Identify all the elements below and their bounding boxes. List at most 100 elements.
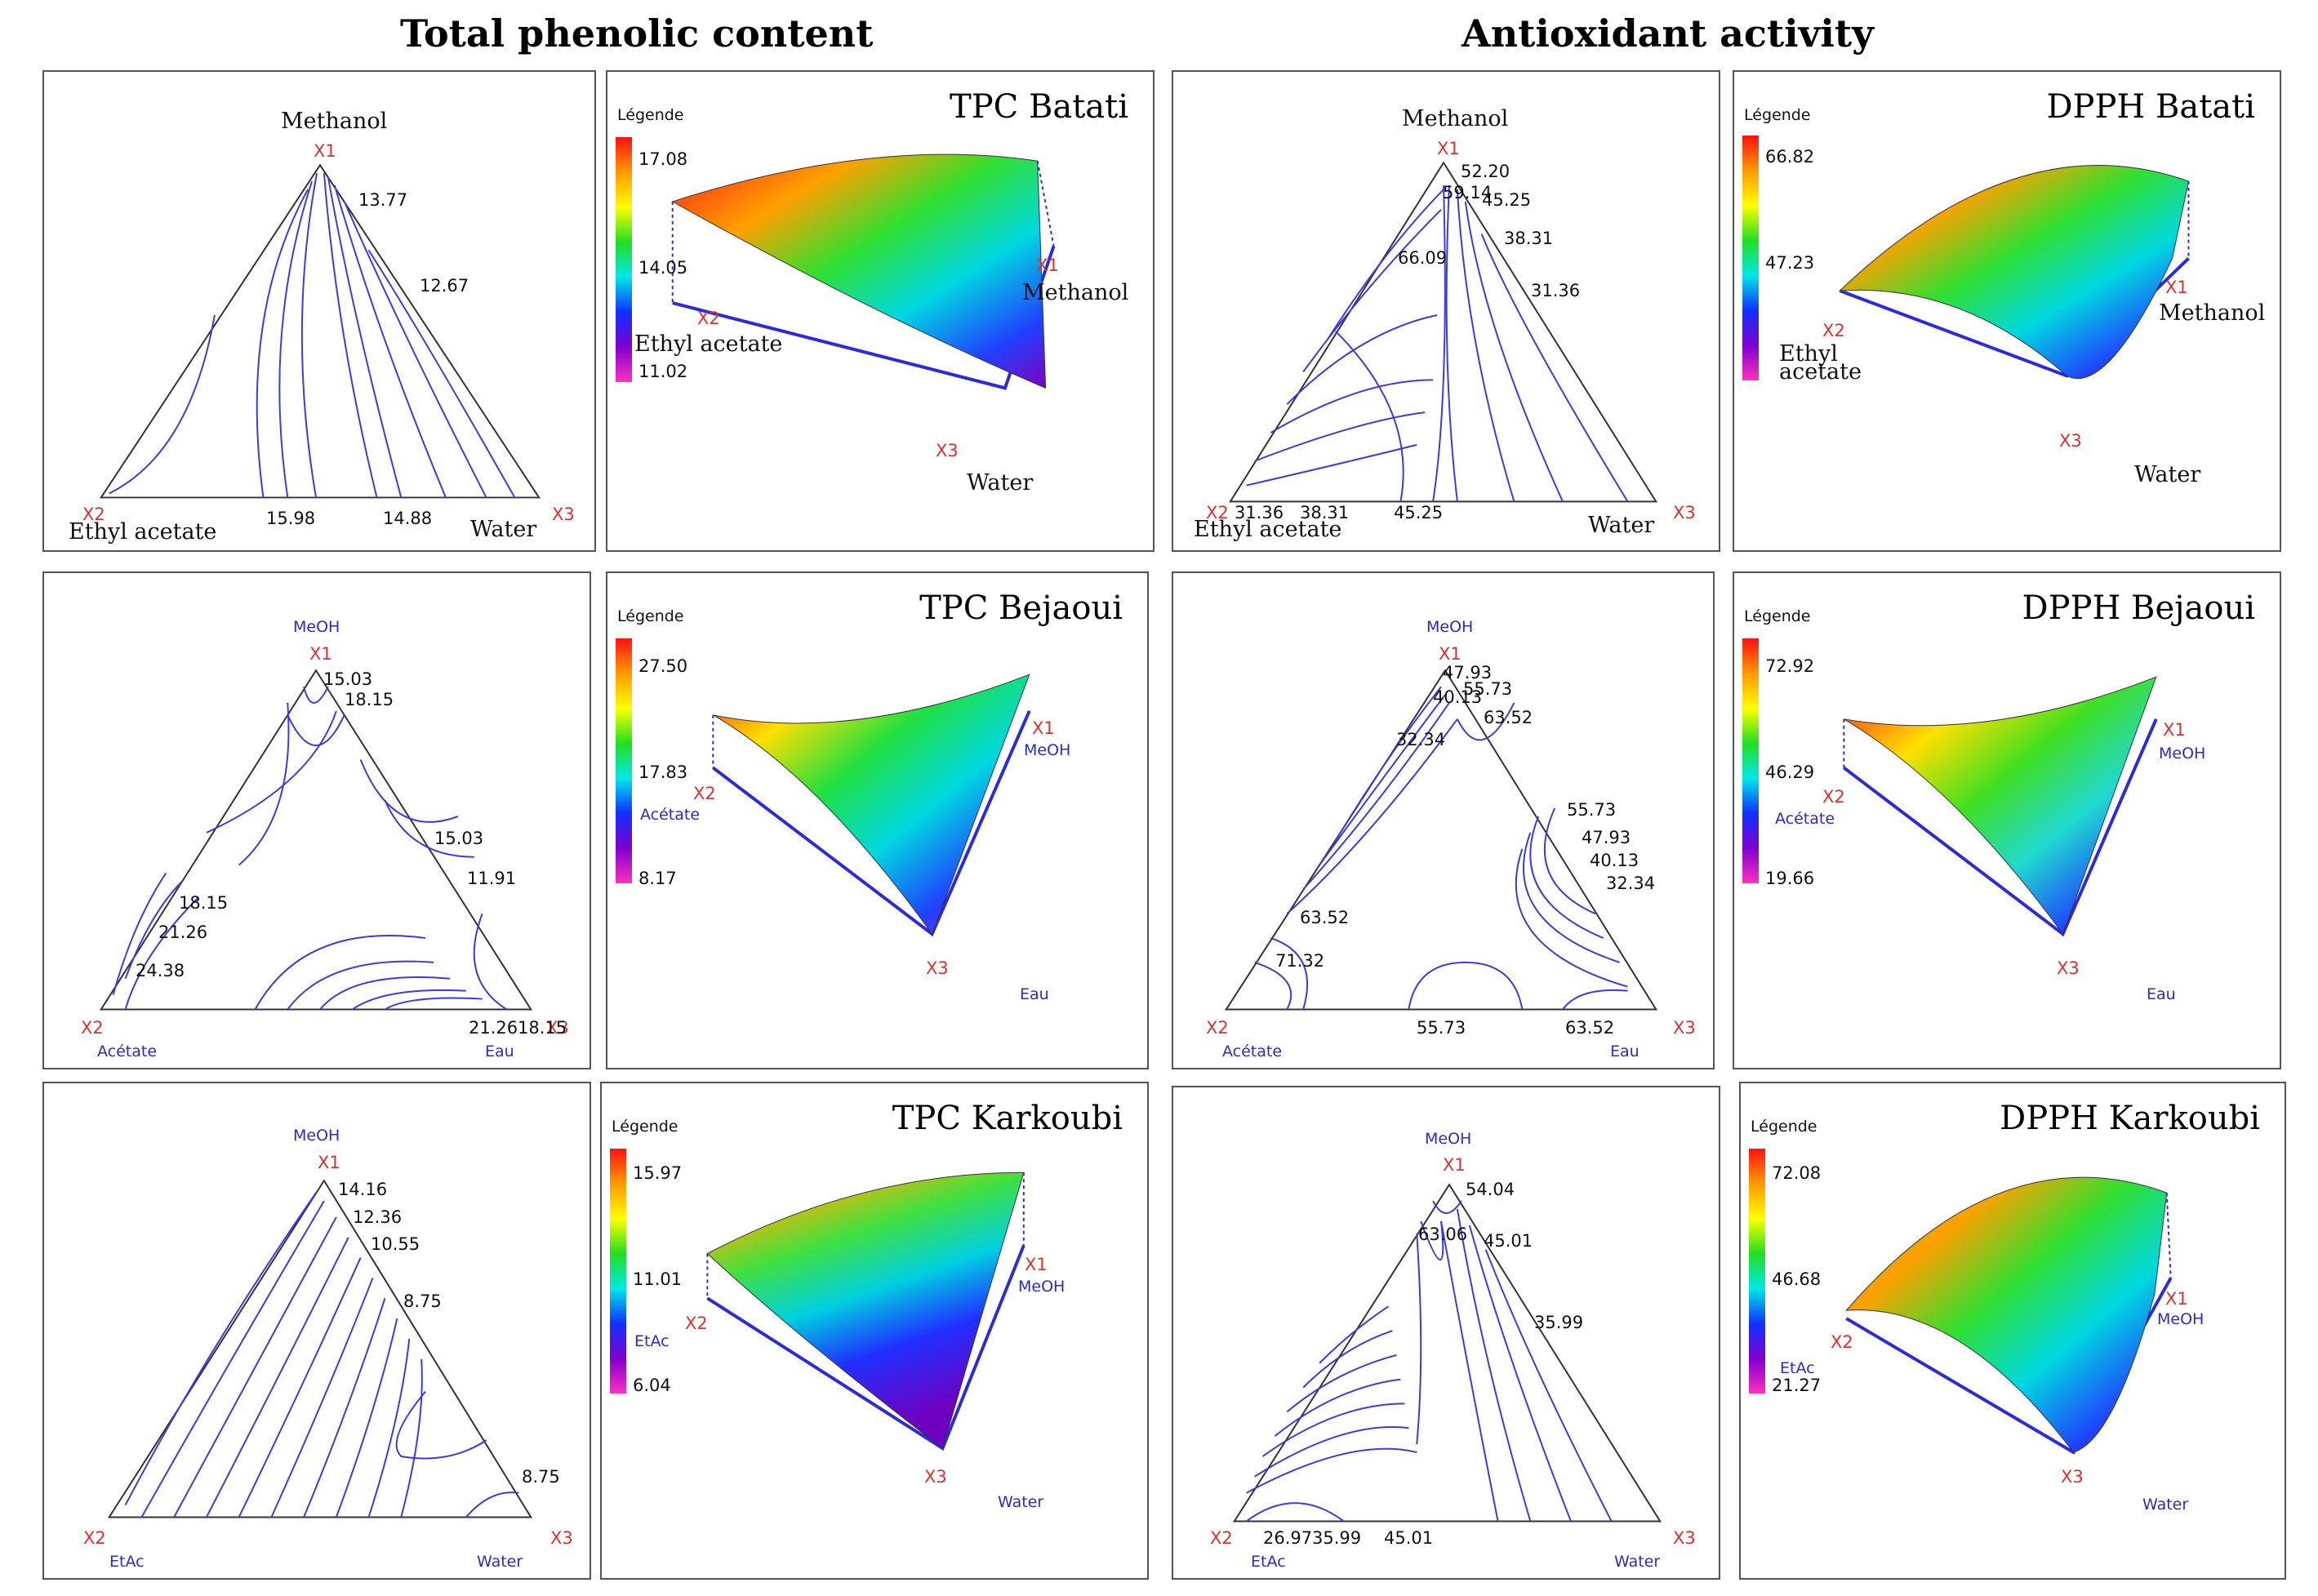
vertex-x1-mark: X1: [2165, 278, 2188, 297]
contour-value: 55.73: [1417, 1018, 1466, 1038]
contour-value: 63.52: [1484, 708, 1533, 727]
solvent-x1-label: MeOH: [2157, 1310, 2205, 1328]
contour-value: 18.15: [345, 690, 394, 709]
legend-value: 66.82: [1765, 147, 1815, 167]
vertex-x2-mark: X2: [1831, 1332, 1853, 1352]
legend-colorbar: [1742, 136, 1759, 380]
solvent-x3-label: Eau: [1020, 985, 1049, 1003]
response-surface-svg: [1843, 676, 2158, 937]
solvent-x3-label: Water: [2134, 462, 2201, 487]
contour-value: 38.31: [1504, 229, 1554, 248]
contour-value: 21.26: [158, 922, 208, 942]
vertex-x3-mark: X3: [926, 958, 949, 978]
vertex-top-label: Methanol: [281, 109, 388, 134]
vertex-x3-mark: X3: [1673, 1528, 1696, 1548]
contour-value: 45.25: [1482, 190, 1532, 210]
vertex-x3-mark: X3: [550, 1528, 573, 1548]
legend-colorbar: [1749, 1149, 1765, 1394]
contour-value: 18.15: [179, 893, 229, 913]
contour-value: 14.88: [383, 509, 433, 528]
contour-value: 63.52: [1565, 1018, 1615, 1038]
solvent-x3-label: Water: [967, 470, 1034, 496]
response-surface-svg: [671, 153, 1056, 390]
vertex-right-label: Water: [1588, 513, 1655, 538]
vertex-left-label: Ethyl acetate: [69, 519, 217, 545]
legend-value: 15.97: [633, 1163, 683, 1183]
vertex-x1-mark: X1: [314, 141, 336, 161]
legend-value: 21.27: [1772, 1376, 1822, 1395]
dpph-bejaoui-response-surface: Légende 72.92 46.29 19.66 DPPH Bejaoui X…: [1733, 571, 2281, 1069]
tpc-karkoubi-response-surface: Légende 15.97 11.01 6.04 TPC Karkoubi X1…: [600, 1082, 1149, 1580]
vertex-x1-mark: X1: [2163, 720, 2186, 740]
vertex-x2-mark: X2: [693, 784, 716, 803]
contour-value: 63.52: [1300, 908, 1350, 927]
dpph-karkoubi-ternary-contour: MeOH X1 X2 X3 EtAc Water 54.04 63.06 45.…: [1172, 1086, 1720, 1580]
tpc-bejaoui-response-surface: Légende 27.50 17.83 8.17 TPC Bejaoui X1 …: [606, 571, 1149, 1069]
contour-value: 40.13: [1433, 687, 1483, 707]
vertex-top-label: MeOH: [1425, 1130, 1472, 1148]
contour-value: 32.34: [1606, 874, 1656, 893]
legend-value: 19.66: [1765, 869, 1815, 888]
vertex-x1-mark: X1: [318, 1153, 340, 1172]
tpc-karkoubi-ternary-contour: MeOH X1 X2 X3 EtAc Water 14.16 12.36 10.…: [42, 1082, 591, 1580]
vertex-x1-mark: X1: [1443, 1155, 1466, 1175]
solvent-x1-label: MeOH: [1018, 1278, 1066, 1296]
vertex-left-label: Acétate: [97, 1043, 158, 1060]
panel-title: DPPH Batati: [2046, 88, 2255, 126]
contour-value: 10.55: [371, 1234, 420, 1254]
vertex-x3-mark: X3: [1673, 503, 1696, 522]
ternary-contour-svg: [99, 669, 533, 1011]
legend-value: 14.05: [638, 258, 688, 278]
contour-lines: [109, 172, 516, 498]
ternary-contour-svg: [99, 163, 541, 499]
contour-value: 14.16: [338, 1180, 388, 1199]
legend-value: 72.08: [1772, 1163, 1822, 1183]
vertex-x1-mark: X1: [1036, 256, 1059, 275]
contour-value: 45.25: [1394, 503, 1444, 522]
contour-lines: [1246, 185, 1629, 502]
solvent-x3-label: Eau: [2147, 985, 2176, 1003]
vertex-left-label: Ethyl acetate: [1194, 517, 1342, 542]
legend-heading: Légende: [1751, 1118, 1817, 1136]
legend-heading: Légende: [617, 106, 684, 124]
legend-value: 11.02: [638, 362, 688, 381]
vertex-x2-mark: X2: [1206, 503, 1229, 522]
solvent-x3-label: Water: [998, 1493, 1044, 1511]
vertex-x2-mark: X2: [1206, 1018, 1229, 1038]
legend-colorbar: [616, 137, 632, 382]
vertex-x1-mark: X1: [2165, 1289, 2188, 1309]
dpph-batati-ternary-contour: X1 X2 X3 Methanol Ethyl acetate Water 52…: [1172, 70, 1720, 552]
solvent-x2-label: Ethyl: [1779, 341, 1838, 367]
legend-value: 27.50: [638, 656, 688, 676]
vertex-x3-mark: X3: [924, 1467, 947, 1487]
vertex-top-label: Methanol: [1402, 106, 1509, 131]
ternary-contour-svg: [1224, 669, 1658, 1011]
dpph-bejaoui-ternary-contour: MeOH X1 X2 X3 Acétate Eau 47.93 40.13 55…: [1172, 571, 1715, 1069]
vertex-right-label: Water: [477, 1553, 523, 1571]
panel-title: DPPH Bejaoui: [2022, 589, 2255, 627]
solvent-x1-label: MeOH: [2159, 745, 2206, 762]
vertex-x1-mark: X1: [309, 644, 332, 664]
legend-value: 11.01: [633, 1269, 683, 1289]
legend-value: 17.08: [638, 149, 688, 169]
tpc-bejaoui-ternary-contour: MeOH X1 X2 X3 Acétate Eau 15.03 18.15 15…: [42, 571, 591, 1069]
legend-value: 72.92: [1765, 656, 1815, 676]
vertex-x2-mark: X2: [82, 505, 105, 524]
contour-value: 59.14: [1443, 183, 1493, 202]
response-surface-svg: [706, 1171, 1026, 1452]
contour-value: 8.75: [522, 1467, 560, 1487]
legend-value: 6.04: [633, 1376, 671, 1395]
legend-heading: Légende: [612, 1118, 678, 1136]
legend-value: 46.29: [1765, 762, 1815, 782]
dpph-batati-response-surface: Légende 66.82 47.23 DPPH Batati X1 X2 X3…: [1733, 70, 2281, 552]
panel-title: TPC Bejaoui: [919, 589, 1123, 627]
vertex-right-label: Eau: [485, 1043, 514, 1060]
contour-value: 63.06: [1418, 1225, 1468, 1244]
contour-value: 45.01: [1484, 1231, 1533, 1251]
vertex-x2-mark: X2: [81, 1018, 104, 1038]
vertex-top-label: MeOH: [293, 1127, 340, 1145]
vertex-x2-mark: X2: [685, 1314, 708, 1333]
legend-value: 17.83: [638, 762, 688, 782]
vertex-right-label: Eau: [1610, 1043, 1640, 1060]
contour-value: 32.34: [1396, 730, 1446, 749]
